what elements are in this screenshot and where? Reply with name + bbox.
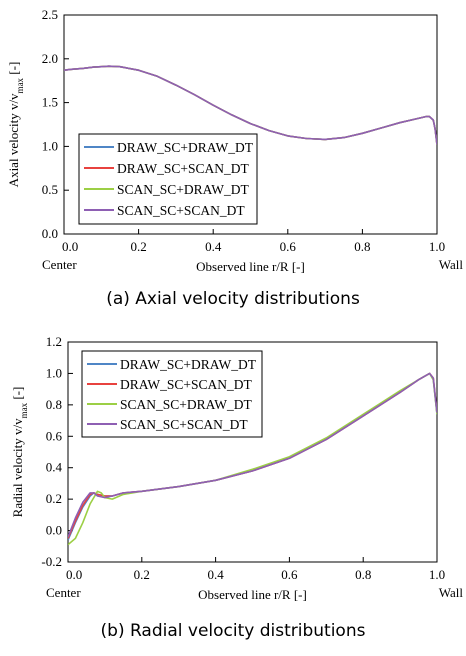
x-tick-label: 0.2: [134, 567, 150, 582]
x-axis-label: Observed line r/R [-]: [196, 259, 305, 274]
x-end-label-wall: Wall: [439, 257, 464, 272]
y-axis-label-unit: [-]: [6, 62, 21, 78]
x-end-label-wall: Wall: [439, 585, 464, 600]
y-axis-label-unit: [-]: [10, 387, 25, 403]
x-tick-label: 0.6: [280, 239, 297, 254]
y-tick-label: 0.0: [42, 226, 58, 241]
legend-label: DRAW_SC+DRAW_DT: [120, 357, 257, 372]
y-axis-label-main: Radial velocity v/v: [10, 418, 25, 517]
x-tick-label: 1.0: [429, 239, 445, 254]
series-line-draw-sc-draw-dt: [64, 65, 437, 145]
x-axis-label: Observed line r/R [-]: [198, 587, 307, 602]
series-line-scan-sc-scan-dt: [68, 372, 437, 538]
y-tick-label: 2.0: [42, 51, 58, 66]
x-end-label-center: Center: [46, 585, 81, 600]
y-tick-label: 0.6: [46, 428, 63, 443]
legend-box: [81, 350, 263, 438]
y-axis-label-sub: max: [15, 77, 25, 93]
figure-caption: (a) Axial velocity distributions: [106, 289, 360, 309]
y-tick-label: 0.2: [46, 491, 62, 506]
x-tick-label: 0.6: [281, 567, 298, 582]
series-line-draw-sc-scan-dt: [64, 65, 437, 145]
y-tick-label: 0.5: [42, 182, 58, 197]
x-tick-label: 0.2: [130, 239, 146, 254]
x-tick-label: 0.4: [205, 239, 222, 254]
x-tick-label: 0.4: [207, 567, 224, 582]
y-tick-label: 1.0: [46, 365, 62, 380]
series-line-scan-sc-scan-dt: [64, 65, 437, 145]
legend-label: DRAW_SC+SCAN_DT: [120, 377, 253, 392]
y-axis-label-main: Axial velocity v/v: [6, 93, 21, 187]
legend-label: SCAN_SC+DRAW_DT: [120, 397, 253, 412]
x-end-label-center: Center: [42, 257, 77, 272]
series-line-scan-sc-draw-dt: [64, 65, 437, 145]
y-tick-label: 1.5: [42, 95, 58, 110]
y-tick-label: 0.8: [46, 397, 62, 412]
x-tick-label: 0.0: [66, 567, 82, 582]
plot-frame: [63, 14, 438, 235]
legend-label: SCAN_SC+SCAN_DT: [120, 417, 248, 432]
y-tick-label: -0.2: [41, 554, 62, 569]
legend-label: DRAW_SC+SCAN_DT: [117, 161, 250, 176]
y-tick-label: 2.5: [42, 7, 58, 22]
plot-frame: [67, 341, 438, 563]
x-tick-label: 0.0: [62, 239, 78, 254]
y-tick-label: 1.0: [42, 138, 58, 153]
y-axis-label-sub: max: [19, 402, 29, 418]
x-tick-label: 0.8: [354, 239, 370, 254]
chart-axial: 0.0 0.5 1.0 1.5 2.0 2.5 0.0 0.2 0.4 0.6 0.8 1.0 Cent…: [6, 7, 463, 309]
legend-label: SCAN_SC+SCAN_DT: [117, 203, 245, 218]
y-tick-label: 1.2: [46, 334, 62, 349]
legend: DRAW_SC+DRAW_DT DRAW_SC+SCAN_DT SCAN_SC+DR…: [81, 350, 263, 438]
y-axis-label: Axial velocity v/vmax [-]: [6, 62, 25, 188]
y-tick-label: 0.4: [46, 460, 63, 475]
y-tick-label: 0.0: [46, 523, 62, 538]
legend-label: SCAN_SC+DRAW_DT: [117, 182, 250, 197]
x-tick-label: 0.8: [355, 567, 371, 582]
y-axis-label: Radial velocity v/vmax [-]: [10, 387, 29, 518]
legend-label: DRAW_SC+DRAW_DT: [117, 140, 254, 155]
legend: DRAW_SC+DRAW_DT DRAW_SC+SCAN_DT SCAN_SC+DR…: [78, 133, 258, 225]
x-tick-label: 1.0: [429, 567, 445, 582]
chart-radial: -0.2 0.0 0.2 0.4 0.6 0.8 1.0 1.2 0.0 0.2 0.4 0.6 0.8…: [10, 334, 463, 641]
legend-box: [78, 133, 258, 225]
figure-caption: (b) Radial velocity distributions: [101, 621, 366, 641]
